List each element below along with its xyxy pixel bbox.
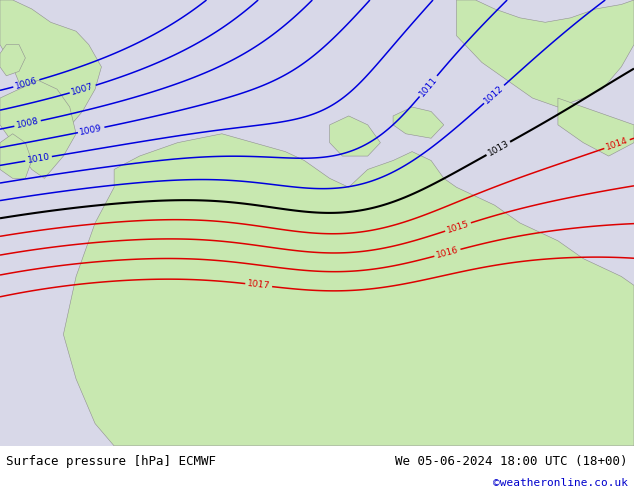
Polygon shape (0, 80, 76, 178)
Text: We 05-06-2024 18:00 UTC (18+00): We 05-06-2024 18:00 UTC (18+00) (395, 455, 628, 468)
Text: 1017: 1017 (247, 279, 271, 291)
Text: Surface pressure [hPa] ECMWF: Surface pressure [hPa] ECMWF (6, 455, 216, 468)
Polygon shape (0, 0, 101, 143)
Text: 1013: 1013 (486, 139, 510, 158)
Polygon shape (0, 134, 32, 178)
Polygon shape (63, 134, 634, 446)
Text: 1011: 1011 (417, 74, 439, 98)
Polygon shape (0, 45, 25, 76)
Text: ©weatheronline.co.uk: ©weatheronline.co.uk (493, 478, 628, 489)
Text: 1016: 1016 (435, 245, 460, 260)
Text: 1008: 1008 (15, 117, 40, 130)
Polygon shape (558, 98, 634, 156)
Text: 1014: 1014 (605, 136, 630, 152)
Text: 1012: 1012 (482, 83, 505, 105)
Text: 1006: 1006 (14, 76, 39, 91)
Text: 1015: 1015 (446, 219, 470, 235)
Polygon shape (393, 107, 444, 138)
Polygon shape (330, 116, 380, 156)
Text: 1007: 1007 (70, 82, 95, 97)
Polygon shape (456, 0, 634, 107)
Text: 1010: 1010 (27, 152, 51, 165)
Text: 1009: 1009 (79, 123, 103, 137)
